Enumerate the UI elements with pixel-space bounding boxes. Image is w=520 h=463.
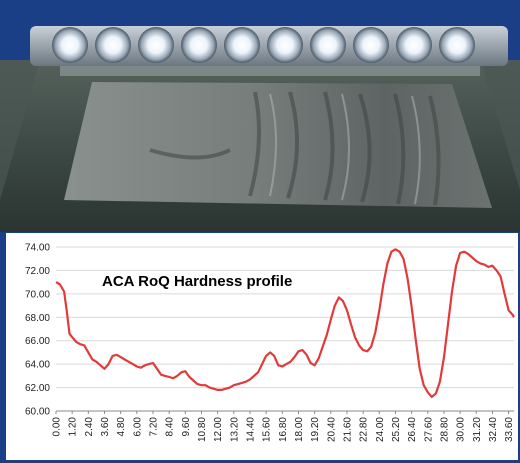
- y-tick-label: 70.00: [25, 289, 50, 300]
- x-tick-label: 12.00: [213, 417, 224, 442]
- lamp-reflection: [60, 66, 480, 76]
- x-tick-label: 3.60: [100, 417, 111, 437]
- y-tick-label: 74.00: [25, 243, 50, 254]
- x-tick-label: 25.20: [391, 417, 402, 442]
- x-tick-label: 9.60: [181, 417, 192, 437]
- x-tick-label: 26.40: [407, 417, 418, 442]
- x-tick-label: 10.80: [197, 417, 208, 442]
- lamp-sheet-photo: [0, 26, 520, 232]
- x-tick-label: 15.60: [262, 417, 273, 442]
- x-tick-label: 1.20: [68, 417, 79, 437]
- lamps: [52, 27, 475, 63]
- x-tick-label: 21.60: [342, 417, 353, 442]
- x-tick-label: 30.00: [456, 417, 467, 442]
- x-tick-label: 27.60: [423, 417, 434, 442]
- x-tick-label: 22.80: [359, 417, 370, 442]
- wrinkled-sheet: [64, 82, 492, 208]
- lamp: [224, 27, 260, 63]
- x-tick-label: 8.40: [165, 417, 176, 437]
- table-edge-left: [0, 60, 40, 200]
- x-tick-label: 4.80: [116, 417, 127, 437]
- x-tick-label: 7.20: [148, 417, 159, 437]
- x-tick-label: 2.40: [84, 417, 95, 437]
- x-tick-label: 24.00: [375, 417, 386, 442]
- grid-lines: [56, 246, 514, 412]
- sheet-highlights: [269, 93, 421, 205]
- x-tick-label: 0.00: [52, 417, 63, 437]
- y-tick-label: 62.00: [25, 383, 50, 394]
- x-tick-label: 20.40: [326, 417, 337, 442]
- sheet-wrinkles: [149, 91, 441, 206]
- x-tick-labels: 0.00 1.20 2.40 3.60 4.80 6.00 7.20 8.40 9.60 10.8…: [52, 411, 515, 442]
- y-tick-label: 60.00: [25, 407, 50, 418]
- lamp: [310, 27, 346, 63]
- lamp: [396, 27, 432, 63]
- lamp: [267, 27, 303, 63]
- chart-title: ACA RoQ Hardness profile: [102, 273, 293, 290]
- lamp: [52, 27, 88, 63]
- x-tick-label: 18.00: [294, 417, 305, 442]
- lamp: [95, 27, 131, 63]
- x-tick-label: 19.20: [310, 417, 321, 442]
- x-tick-label: 13.20: [229, 417, 240, 442]
- x-tick-label: 28.80: [439, 417, 450, 442]
- y-tick-label: 72.00: [25, 266, 50, 277]
- chart-panel: 60.00 62.00 64.00 66.00 68.00 70.00 72.00 74.00…: [6, 233, 518, 460]
- lamp: [181, 27, 217, 63]
- x-tick-label: 16.80: [278, 417, 289, 442]
- y-tick-label: 68.00: [25, 313, 50, 324]
- series-lines: [55, 248, 515, 398]
- series-line: [55, 248, 515, 398]
- x-tick-label: 32.40: [488, 417, 499, 442]
- y-tick-label: 64.00: [25, 360, 50, 371]
- x-tick-label: 6.00: [132, 417, 143, 437]
- lamp: [353, 27, 389, 63]
- y-tick-labels: 60.00 62.00 64.00 66.00 68.00 70.00 72.00 74.00: [25, 243, 50, 418]
- table-edge-right: [480, 60, 520, 190]
- lamp: [138, 27, 174, 63]
- x-tick-label: 14.40: [245, 417, 256, 442]
- y-tick-label: 66.00: [25, 336, 50, 347]
- x-tick-label: 33.60: [504, 417, 515, 442]
- hardness-chart: 60.00 62.00 64.00 66.00 68.00 70.00 72.00 74.00…: [25, 243, 515, 443]
- lamp: [439, 27, 475, 63]
- x-tick-label: 31.20: [472, 417, 483, 442]
